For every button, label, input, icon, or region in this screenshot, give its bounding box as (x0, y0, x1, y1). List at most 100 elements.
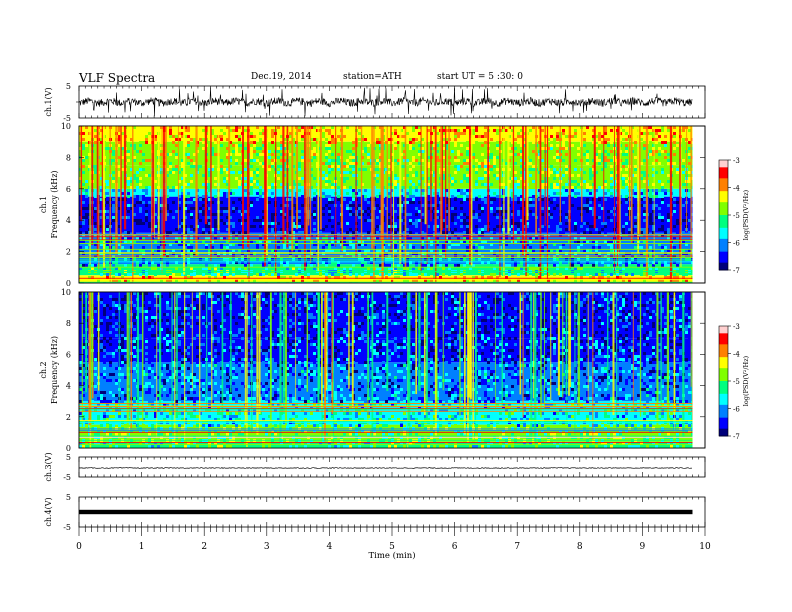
psd-cell (559, 234, 562, 237)
psd-cell (688, 147, 691, 150)
psd-cell (421, 147, 424, 150)
psd-cell (517, 213, 520, 216)
psd-cell (490, 249, 493, 252)
psd-cell (595, 159, 598, 162)
psd-cell (451, 231, 454, 234)
psd-cell (175, 237, 178, 240)
psd-cell (478, 228, 481, 231)
psd-cell (259, 192, 262, 195)
psd-cell (526, 243, 529, 246)
psd-cell (229, 147, 232, 150)
psd-cell (430, 243, 433, 246)
psd-cell (412, 132, 415, 135)
psd-cell (349, 129, 352, 132)
psd-cell (463, 159, 466, 162)
psd-cell (184, 240, 187, 243)
psd-cell (667, 213, 670, 216)
psd-cell (640, 138, 643, 141)
psd-cell (136, 222, 139, 225)
psd-cell (283, 159, 286, 162)
psd-cell (229, 162, 232, 165)
psd-cell (601, 135, 604, 138)
psd-cell (481, 144, 484, 147)
psd-cell (145, 150, 148, 153)
psd-cell (325, 216, 328, 219)
psd-cell (553, 177, 556, 180)
psd-cell (568, 240, 571, 243)
psd-cell (268, 183, 271, 186)
psd-cell (412, 201, 415, 204)
psd-cell (376, 249, 379, 252)
psd-cell (385, 249, 388, 252)
psd-cell (292, 180, 295, 183)
psd-cell (361, 168, 364, 171)
psd-cell (496, 180, 499, 183)
psd-cell (403, 231, 406, 234)
psd-cell (661, 168, 664, 171)
psd-cell (175, 186, 178, 189)
psd-cell (85, 207, 88, 210)
psd-cell (349, 156, 352, 159)
psd-cell (580, 243, 583, 246)
psd-cell (565, 216, 568, 219)
psd-cell (640, 162, 643, 165)
psd-cell (313, 210, 316, 213)
psd-cell (421, 138, 424, 141)
psd-cell (550, 240, 553, 243)
psd-cell (85, 222, 88, 225)
psd-cell (343, 207, 346, 210)
psd-cell (328, 174, 331, 177)
psd-cell (562, 243, 565, 246)
psd-cell (154, 225, 157, 228)
psd-cell (256, 153, 259, 156)
psd-cell (379, 138, 382, 141)
psd-cell (391, 141, 394, 144)
psd-cell (688, 141, 691, 144)
psd-cell (574, 198, 577, 201)
psd-cell (556, 153, 559, 156)
psd-cell (253, 150, 256, 153)
psd-cell (157, 249, 160, 252)
psd-cell (667, 228, 670, 231)
psd-cell (652, 195, 655, 198)
psd-cell (442, 156, 445, 159)
psd-cell (208, 237, 211, 240)
psd-cell (529, 237, 532, 240)
psd-cell (589, 255, 592, 258)
psd-cell (541, 195, 544, 198)
psd-cell (430, 240, 433, 243)
psd-cell (532, 135, 535, 138)
psd-cell (625, 132, 628, 135)
psd-cell (361, 234, 364, 237)
psd-cell (337, 153, 340, 156)
psd-cell (442, 138, 445, 141)
psd-cell (391, 228, 394, 231)
psd-cell (349, 147, 352, 150)
psd-cell (643, 228, 646, 231)
psd-cell (622, 177, 625, 180)
psd-cell (148, 159, 151, 162)
psd-cell (106, 240, 109, 243)
psd-cell (301, 195, 304, 198)
psd-cell (529, 201, 532, 204)
psd-cell (325, 261, 328, 264)
psd-cell (226, 261, 229, 264)
psd-cell (193, 216, 196, 219)
psd-cell (121, 237, 124, 240)
psd-cell (586, 135, 589, 138)
psd-cell (457, 243, 460, 246)
psd-cell (100, 192, 103, 195)
psd-cell (244, 255, 247, 258)
psd-cell (370, 261, 373, 264)
psd-cell (367, 195, 370, 198)
psd-cell (190, 213, 193, 216)
psd-cell (421, 150, 424, 153)
psd-cell (643, 189, 646, 192)
psd-cell (664, 135, 667, 138)
psd-cell (457, 159, 460, 162)
psd-cell (181, 195, 184, 198)
psd-cell (532, 243, 535, 246)
psd-cell (190, 246, 193, 249)
psd-cell (94, 261, 97, 264)
psd-cell (661, 189, 664, 192)
